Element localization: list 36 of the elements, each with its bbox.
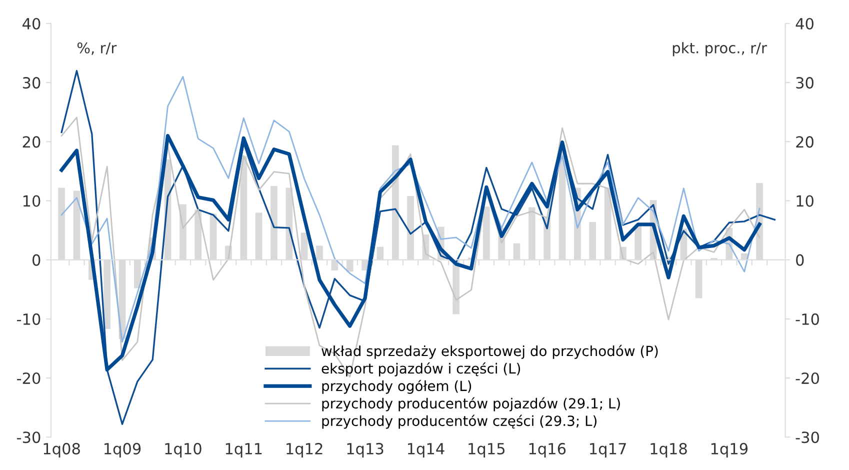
x-tick-label: 1q11 bbox=[226, 443, 262, 458]
y2-tick-label: -10 bbox=[796, 313, 819, 325]
y-tick-label: -10 bbox=[17, 313, 40, 325]
x-tick-label: 1q09 bbox=[104, 442, 141, 458]
legend-label: wkład sprzedaży eksportowej do przychodów (P) bbox=[322, 344, 658, 359]
y2-tick-label: 10 bbox=[796, 195, 814, 207]
y-tick-label: 10 bbox=[23, 195, 40, 207]
legend-label: przychody producentów części (29.3; L) bbox=[322, 414, 596, 429]
x-tick-label: 1q18 bbox=[650, 442, 687, 458]
y-axis-title: %, r/r bbox=[77, 42, 117, 55]
x-tick-label: 1q17 bbox=[590, 443, 626, 458]
y2-axis-title: pkt. proc., r/r bbox=[672, 42, 767, 56]
y2-tick-label: 30 bbox=[796, 77, 814, 89]
x-tick-label: 1q19 bbox=[711, 442, 748, 458]
x-tick-label: 1q12 bbox=[286, 442, 322, 458]
y-tick-label: -20 bbox=[17, 372, 40, 384]
y2-tick-label: 0 bbox=[796, 254, 804, 266]
legend-label: eksport pojazdów i części (L) bbox=[322, 362, 520, 376]
y-tick-label: 30 bbox=[22, 77, 40, 89]
x-tick-label: 1q16 bbox=[529, 442, 566, 458]
y2-tick-label: 20 bbox=[796, 136, 814, 148]
y-tick-label: -30 bbox=[17, 432, 40, 444]
x-tick-label: 1q13 bbox=[347, 442, 384, 458]
line-series bbox=[60, 76, 760, 343]
y-tick-label: 0 bbox=[32, 254, 40, 266]
y-tick-label: 20 bbox=[22, 136, 40, 148]
x-tick-label: 1q08 bbox=[44, 442, 80, 458]
legend-label: przychody ogółem (L) bbox=[322, 380, 472, 394]
y2-tick-label: -30 bbox=[796, 432, 819, 444]
y2-tick-label: -20 bbox=[796, 372, 819, 384]
legend-label: przychody producentów pojazdów (29.1; L) bbox=[322, 397, 620, 412]
x-tick-label: 1q10 bbox=[165, 442, 202, 458]
x-tick-label: 1q15 bbox=[468, 443, 505, 458]
y-tick-label: 40 bbox=[22, 18, 40, 30]
x-tick-label: 1q14 bbox=[408, 443, 444, 458]
y2-tick-label: 40 bbox=[796, 18, 814, 30]
